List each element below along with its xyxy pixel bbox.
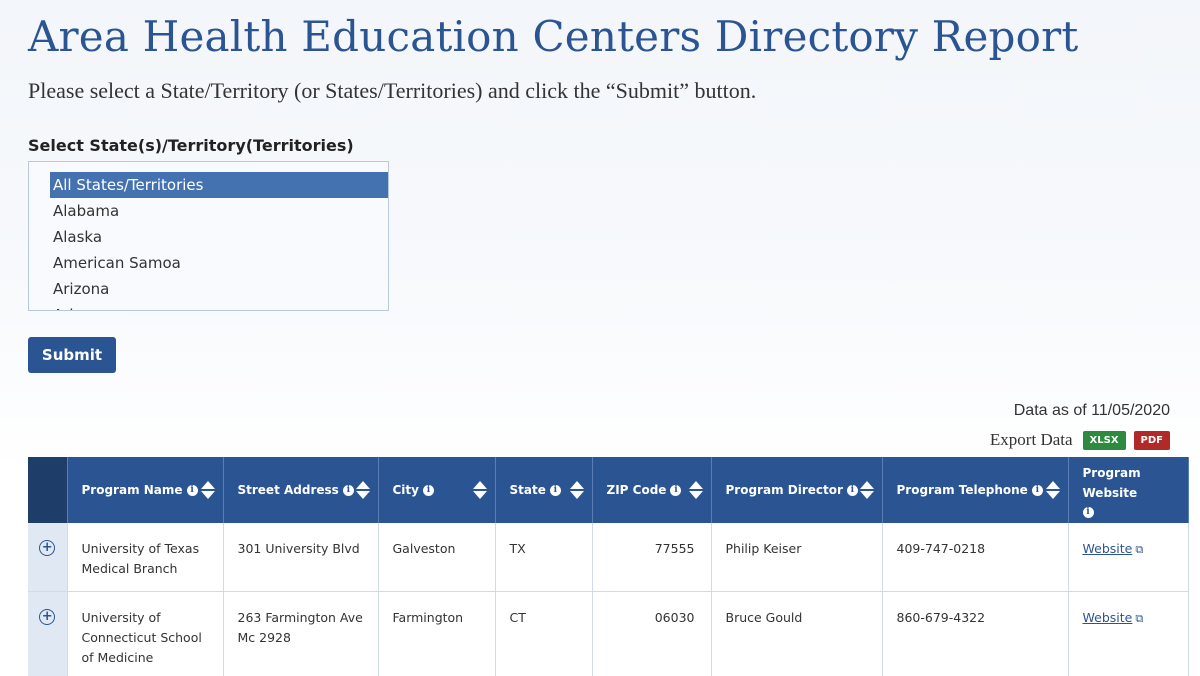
cell-program-telephone: 860-679-4322 [882, 591, 1069, 676]
info-icon[interactable]: i [422, 484, 434, 496]
info-icon[interactable]: i [342, 484, 354, 496]
export-data-bar: Export Data XLSX PDF [990, 430, 1170, 450]
directory-table-container[interactable]: Program Name i Street Address i City i [28, 457, 1200, 676]
expand-row-cell[interactable]: + [28, 523, 68, 592]
cell-street-address: 301 University Blvd [223, 523, 379, 592]
state-option-all[interactable]: All States/Territories [50, 172, 388, 198]
sort-icon[interactable] [859, 481, 874, 499]
expand-plus-icon[interactable]: + [39, 540, 56, 556]
column-header-program-website[interactable]: Program Website i [1068, 457, 1189, 523]
external-link-icon: ⧉ [1135, 543, 1144, 556]
column-header-program-director[interactable]: Program Director i [711, 457, 883, 523]
submit-button[interactable]: Submit [28, 337, 116, 373]
sort-icon[interactable] [472, 481, 487, 499]
column-header-city[interactable]: City i [378, 457, 496, 523]
column-header-street-address[interactable]: Street Address i [223, 457, 379, 523]
info-icon[interactable]: i [1082, 506, 1094, 518]
column-label: ZIP Code [606, 483, 667, 497]
sort-icon[interactable] [1045, 481, 1060, 499]
state-option-arizona[interactable]: Arizona [53, 280, 110, 298]
column-label: Program Name [81, 483, 183, 497]
page-title: Area Health Education Centers Directory … [28, 12, 1079, 61]
cell-program-name: University of Texas Medical Branch [67, 523, 224, 592]
table-row: + University of Connecticut School of Me… [28, 591, 1189, 676]
sort-icon[interactable] [355, 481, 370, 499]
expand-column-header [28, 457, 68, 523]
directory-table: Program Name i Street Address i City i [28, 457, 1189, 676]
column-label: Program Telephone [896, 483, 1028, 497]
info-icon[interactable]: i [846, 484, 858, 496]
info-icon[interactable]: i [1031, 484, 1043, 496]
cell-state: TX [495, 523, 593, 592]
expand-plus-icon[interactable]: + [39, 609, 56, 625]
column-header-program-name[interactable]: Program Name i [67, 457, 224, 523]
state-option-american-samoa[interactable]: American Samoa [53, 254, 181, 272]
page-instructions: Please select a State/Territory (or Stat… [28, 78, 757, 103]
cell-city: Galveston [378, 523, 496, 592]
info-icon[interactable]: i [549, 484, 561, 496]
sort-icon[interactable] [200, 481, 215, 499]
column-header-program-telephone[interactable]: Program Telephone i [882, 457, 1069, 523]
cell-street-address: 263 Farmington Ave Mc 2928 [223, 591, 379, 676]
state-option-alabama[interactable]: Alabama [53, 202, 120, 220]
info-icon[interactable]: i [186, 484, 198, 496]
cell-zip-code: 77555 [592, 523, 712, 592]
sort-icon[interactable] [688, 481, 703, 499]
cell-program-name: University of Connecticut School of Medi… [67, 591, 224, 676]
cell-program-director: Philip Keiser [711, 523, 883, 592]
state-select-listbox[interactable]: All States/Territories Alabama Alaska Am… [28, 161, 389, 311]
website-link[interactable]: Website [1082, 610, 1133, 625]
column-header-state[interactable]: State i [495, 457, 593, 523]
cell-program-director: Bruce Gould [711, 591, 883, 676]
column-label: City [392, 483, 419, 497]
column-label: Program Website [1082, 465, 1141, 500]
state-option-arkansas[interactable]: Arkansas [29, 302, 388, 310]
cell-program-telephone: 409-747-0218 [882, 523, 1069, 592]
info-icon[interactable]: i [670, 484, 682, 496]
export-pdf-button[interactable]: PDF [1133, 430, 1170, 450]
sort-icon[interactable] [569, 481, 584, 499]
cell-state: CT [495, 591, 593, 676]
cell-program-website: Website ⧉ [1068, 523, 1189, 592]
cell-city: Farmington [378, 591, 496, 676]
column-header-zip-code[interactable]: ZIP Code i [592, 457, 712, 523]
export-data-label: Export Data [989, 430, 1073, 449]
state-select-label: Select State(s)/Territory(Territories) [28, 136, 354, 155]
export-xlsx-button[interactable]: XLSX [1082, 430, 1126, 450]
table-row: + University of Texas Medical Branch 301… [28, 523, 1189, 592]
column-label: State [509, 483, 546, 497]
cell-zip-code: 06030 [592, 591, 712, 676]
cell-program-website: Website ⧉ [1068, 591, 1189, 676]
website-link[interactable]: Website [1082, 541, 1133, 556]
column-label: Program Director [725, 483, 843, 497]
column-label: Street Address [237, 483, 339, 497]
state-option-alaska[interactable]: Alaska [53, 228, 103, 246]
expand-row-cell[interactable]: + [28, 591, 68, 676]
external-link-icon: ⧉ [1135, 612, 1144, 625]
table-header-row: Program Name i Street Address i City i [28, 457, 1189, 523]
data-as-of-date: Data as of 11/05/2020 [1013, 402, 1170, 419]
